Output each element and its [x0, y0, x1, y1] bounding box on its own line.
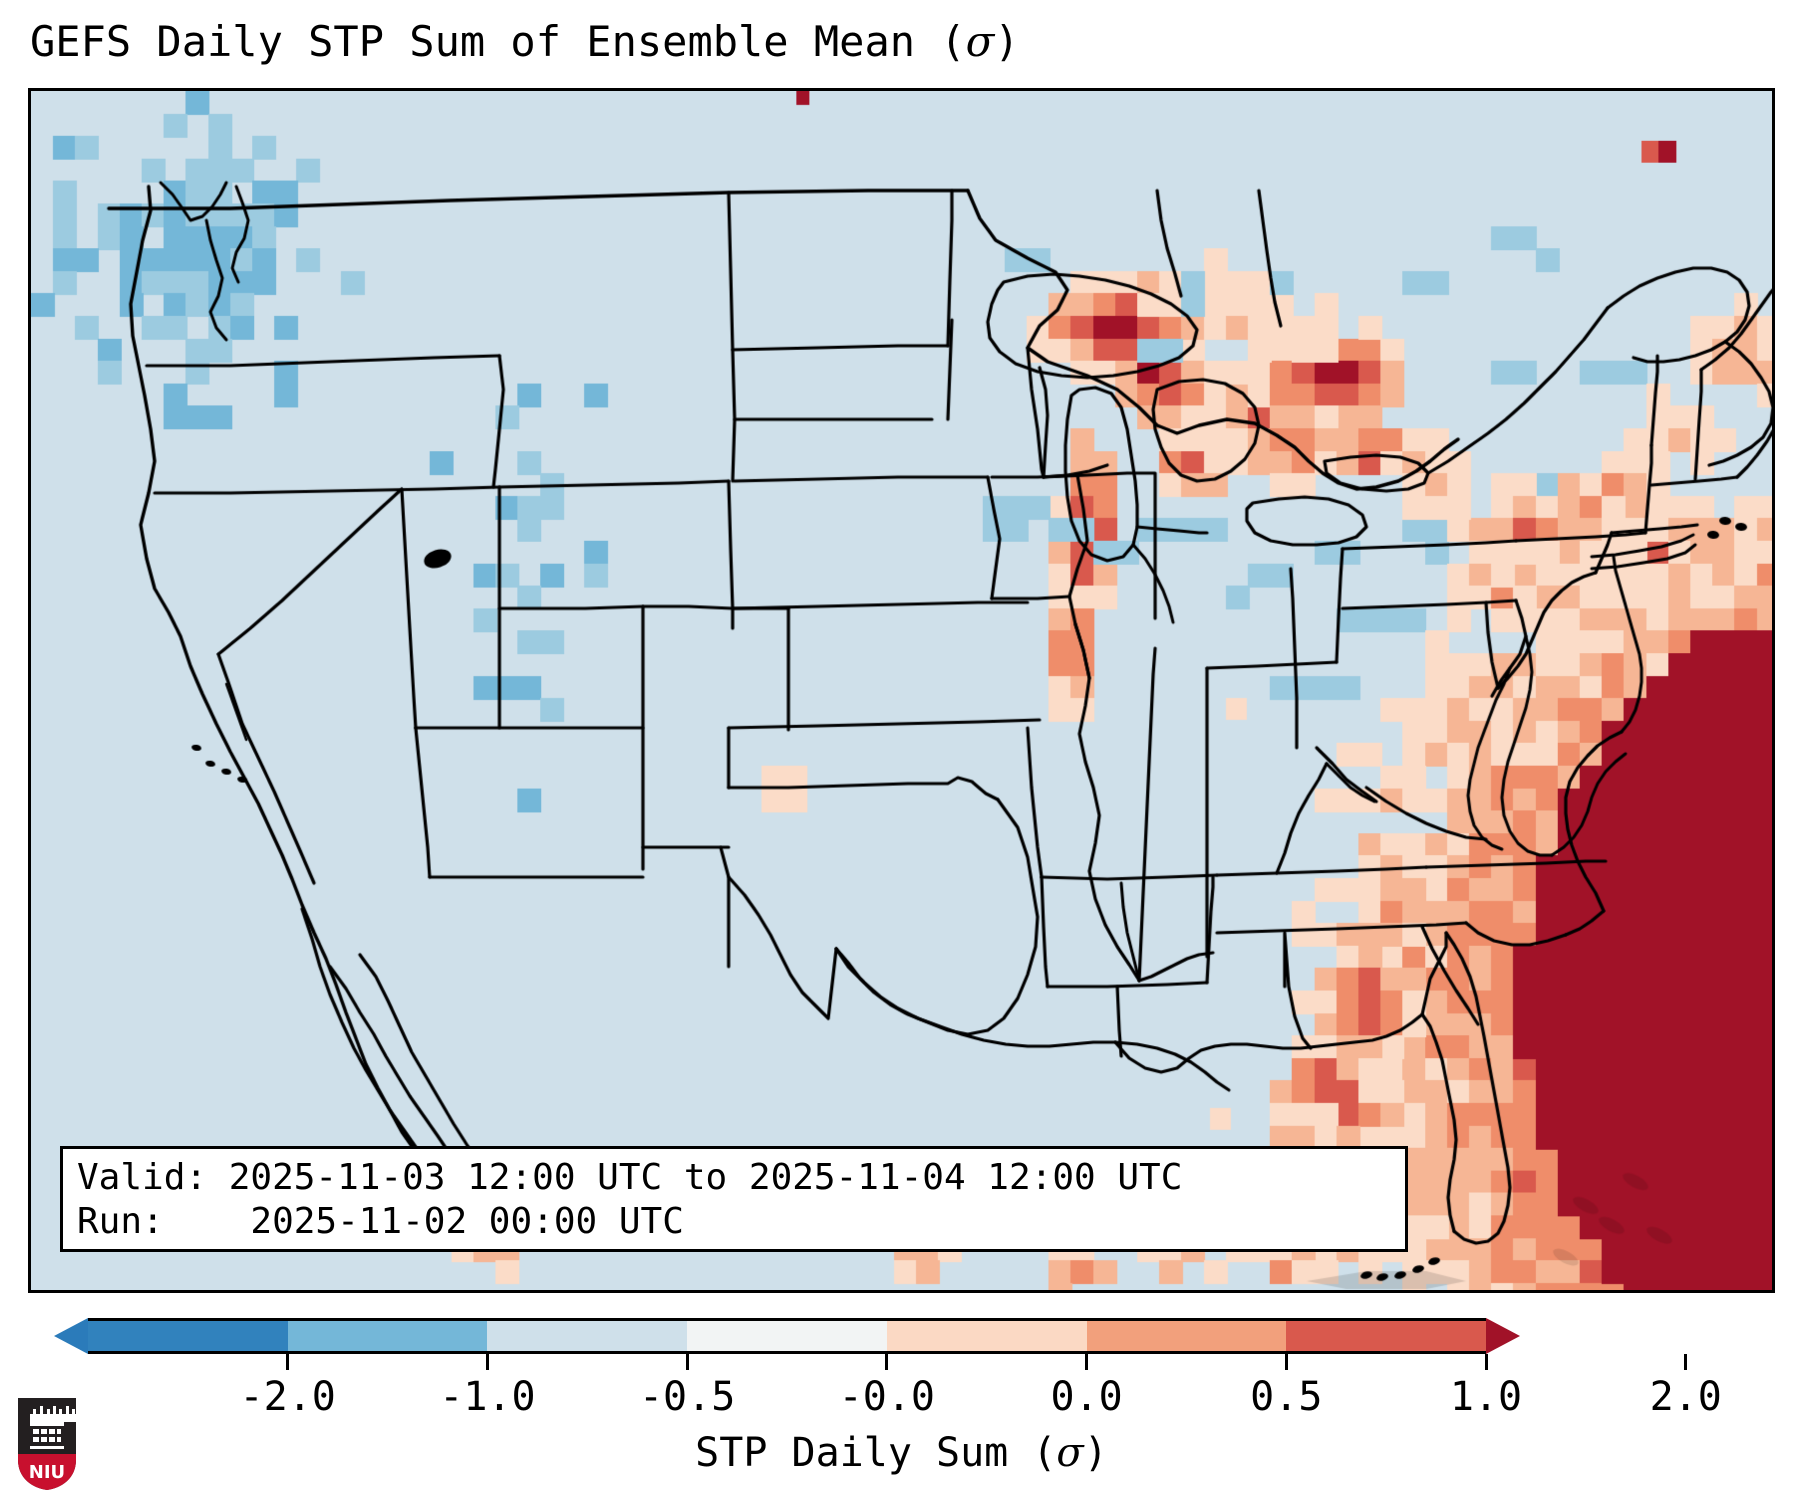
niu-logo-text: NIU [29, 1462, 65, 1483]
page-title: GEFS Daily STP Sum of Ensemble Mean (σ) [30, 17, 1020, 66]
heatmap-canvas [31, 91, 1772, 1290]
colorbar-band-1 [287, 1321, 488, 1351]
colorbar-tick-0 [286, 1354, 290, 1370]
colorbar-tick-label-3: -0.0 [838, 1374, 936, 1420]
colorbar-tick-2 [685, 1354, 689, 1370]
colorbar-tick-label-1: -1.0 [439, 1374, 536, 1420]
colorbar-tick-label-0: -2.0 [239, 1374, 336, 1420]
colorbar-label-text: STP Daily Sum (σ) [695, 1430, 1108, 1476]
colorbar-band-2 [487, 1321, 688, 1351]
colorbar-band-5 [1086, 1321, 1287, 1351]
colorbar-band-6 [1286, 1321, 1486, 1351]
forecast-info-box: Valid: 2025-11-03 12:00 UTC to 2025-11-0… [60, 1146, 1408, 1252]
valid-time-line: Valid: 2025-11-03 12:00 UTC to 2025-11-0… [77, 1157, 1183, 1198]
colorbar-band-0 [88, 1321, 288, 1351]
colorbar-tick-label-6: 1.0 [1449, 1374, 1523, 1420]
colorbar-tick-label-5: 0.5 [1250, 1374, 1323, 1420]
colorbar-tick-7 [1684, 1354, 1688, 1370]
colorbar-axis-label: STP Daily Sum (σ) [0, 1430, 1803, 1476]
colorbar-tick-1 [485, 1354, 489, 1370]
colorbar-bands [88, 1318, 1486, 1354]
colorbar-tick-4 [1085, 1354, 1089, 1370]
colorbar[interactable] [49, 1318, 1525, 1360]
colorbar-extend-low-arrow [54, 1318, 88, 1354]
colorbar-band-4 [886, 1321, 1087, 1351]
niu-logo-icon: NIU [18, 1398, 77, 1490]
colorbar-tick-label-4: 0.0 [1050, 1374, 1123, 1420]
title-text: GEFS Daily STP Sum of Ensemble Mean (σ) [30, 17, 1020, 66]
run-time-line: Run: 2025-11-02 00:00 UTC [77, 1201, 684, 1242]
colorbar-tick-6 [1484, 1354, 1488, 1370]
colorbar-extend-high-arrow [1486, 1318, 1520, 1354]
map-plot-area [28, 88, 1775, 1293]
colorbar-tick-label-7: 2.0 [1649, 1374, 1722, 1420]
colorbar-band-3 [687, 1321, 887, 1351]
colorbar-tick-label-2: -0.5 [638, 1374, 736, 1420]
colorbar-tick-3 [885, 1354, 889, 1370]
colorbar-tick-5 [1284, 1354, 1288, 1370]
